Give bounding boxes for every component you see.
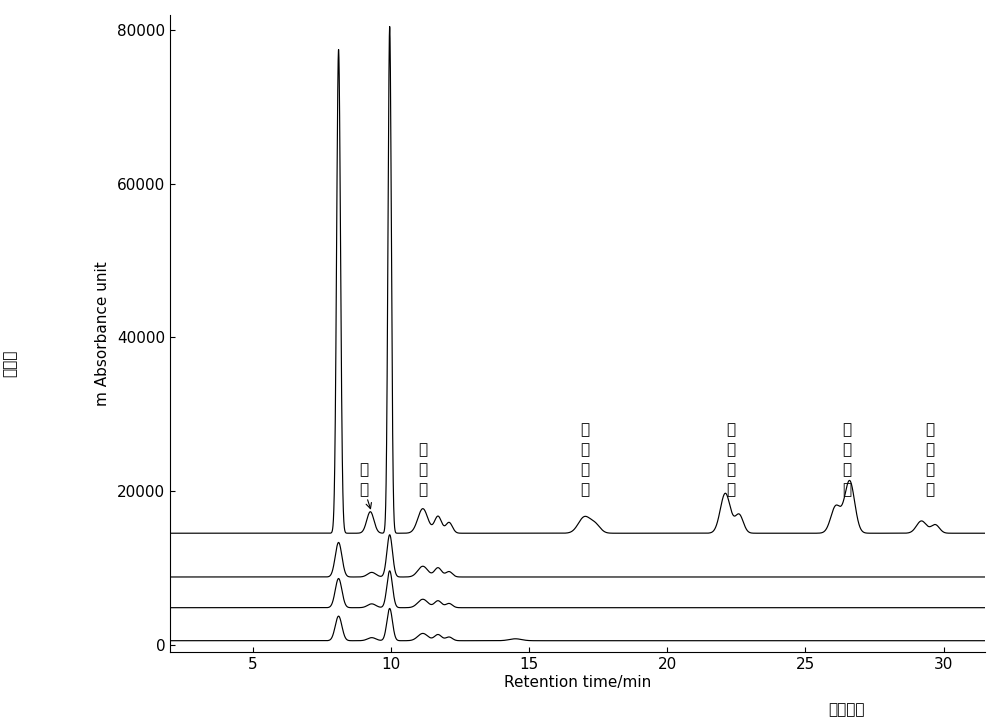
Text: 糖: 糖 (359, 482, 368, 497)
Y-axis label: m Absorbance unit: m Absorbance unit (95, 261, 110, 406)
Text: 六: 六 (925, 462, 934, 477)
Text: 糖: 糖 (842, 482, 851, 497)
Text: 三: 三 (580, 462, 589, 477)
Text: 麦: 麦 (925, 423, 934, 437)
Text: 芽: 芽 (580, 442, 589, 457)
Text: 糖: 糖 (726, 482, 735, 497)
Text: 糖: 糖 (580, 482, 589, 497)
Text: 芽: 芽 (418, 462, 427, 477)
Text: 电信号: 电信号 (2, 349, 18, 377)
Text: 麦: 麦 (726, 423, 735, 437)
Text: 芽: 芽 (842, 442, 851, 457)
X-axis label: Retention time/min: Retention time/min (504, 675, 651, 690)
Text: 麦: 麦 (580, 423, 589, 437)
Text: 五: 五 (842, 462, 851, 477)
Text: 糖: 糖 (925, 482, 934, 497)
Text: 四: 四 (726, 462, 735, 477)
Text: 糖: 糖 (418, 482, 427, 497)
Text: 麦: 麦 (418, 442, 427, 457)
Text: 保留时间: 保留时间 (829, 702, 865, 717)
Text: 麦: 麦 (842, 423, 851, 437)
Text: 芽: 芽 (726, 442, 735, 457)
Text: 芽: 芽 (925, 442, 934, 457)
Text: 蔗: 蔗 (359, 462, 368, 477)
